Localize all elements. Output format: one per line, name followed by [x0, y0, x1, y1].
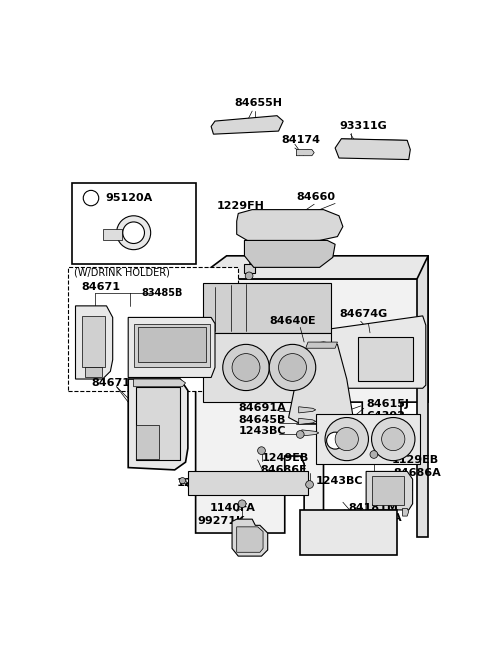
- Polygon shape: [188, 472, 308, 495]
- Polygon shape: [232, 519, 268, 556]
- Polygon shape: [366, 472, 413, 510]
- Text: 1220BC: 1220BC: [176, 478, 224, 488]
- Circle shape: [335, 428, 359, 451]
- Bar: [72, 182, 196, 264]
- Text: 83485B: 83485B: [142, 288, 183, 298]
- Polygon shape: [133, 379, 186, 387]
- Circle shape: [382, 428, 405, 451]
- Circle shape: [326, 432, 344, 449]
- Polygon shape: [204, 333, 331, 402]
- Polygon shape: [82, 316, 105, 367]
- Circle shape: [370, 451, 378, 459]
- Polygon shape: [237, 210, 343, 242]
- Circle shape: [123, 222, 144, 243]
- Text: a: a: [332, 436, 338, 445]
- Polygon shape: [136, 425, 159, 459]
- Polygon shape: [75, 306, 113, 379]
- Text: 1129EB: 1129EB: [392, 455, 439, 465]
- Text: 99271K: 99271K: [197, 516, 245, 525]
- Polygon shape: [133, 323, 210, 367]
- Circle shape: [325, 417, 369, 461]
- Text: 84660: 84660: [296, 192, 336, 201]
- Circle shape: [306, 481, 313, 488]
- Text: 84640E: 84640E: [269, 316, 316, 326]
- Text: 1243BC: 1243BC: [238, 426, 286, 436]
- Text: 84645B: 84645B: [238, 415, 286, 425]
- Polygon shape: [417, 256, 428, 537]
- Polygon shape: [306, 342, 337, 348]
- Text: 84671: 84671: [82, 281, 120, 292]
- Polygon shape: [136, 387, 180, 460]
- Circle shape: [258, 447, 265, 455]
- Text: 84181M: 84181M: [348, 503, 398, 514]
- Polygon shape: [237, 527, 263, 552]
- Text: 1243BC: 1243BC: [316, 476, 363, 487]
- Circle shape: [232, 354, 260, 381]
- Polygon shape: [372, 476, 404, 505]
- Bar: [300, 510, 397, 554]
- Polygon shape: [335, 139, 410, 159]
- Text: 84611A: 84611A: [355, 512, 402, 523]
- Circle shape: [238, 500, 246, 508]
- Circle shape: [278, 354, 306, 381]
- Text: 93311G: 93311G: [339, 121, 387, 131]
- Text: 95120A: 95120A: [105, 193, 152, 203]
- Polygon shape: [403, 508, 409, 516]
- Polygon shape: [299, 419, 316, 424]
- Polygon shape: [196, 256, 428, 279]
- Polygon shape: [296, 150, 314, 155]
- Polygon shape: [128, 318, 215, 377]
- Polygon shape: [128, 379, 188, 470]
- Polygon shape: [359, 337, 413, 380]
- Text: 84174: 84174: [281, 135, 320, 146]
- Circle shape: [269, 344, 316, 390]
- Polygon shape: [299, 407, 316, 413]
- Text: 84674G: 84674G: [339, 308, 387, 319]
- Polygon shape: [288, 342, 353, 424]
- Circle shape: [83, 190, 99, 206]
- Polygon shape: [316, 414, 420, 464]
- Text: 84615J: 84615J: [366, 399, 409, 409]
- Polygon shape: [244, 240, 335, 268]
- Polygon shape: [330, 316, 426, 388]
- Polygon shape: [137, 327, 206, 362]
- Polygon shape: [204, 283, 331, 333]
- Text: 84655H: 84655H: [234, 98, 282, 108]
- Circle shape: [223, 344, 269, 390]
- Circle shape: [395, 427, 407, 439]
- Text: (W/DRINK HOLDER): (W/DRINK HOLDER): [74, 268, 170, 277]
- Polygon shape: [244, 264, 254, 273]
- Polygon shape: [85, 367, 102, 377]
- Circle shape: [296, 430, 304, 438]
- Text: 64392: 64392: [366, 411, 405, 421]
- Text: 84686E: 84686E: [260, 465, 307, 475]
- Text: 84671: 84671: [91, 378, 130, 388]
- Circle shape: [180, 478, 186, 483]
- Text: 1229FH: 1229FH: [216, 201, 264, 211]
- Text: 1140FA: 1140FA: [210, 503, 255, 514]
- Circle shape: [372, 417, 415, 461]
- Text: a: a: [88, 193, 94, 203]
- Circle shape: [117, 216, 151, 250]
- Circle shape: [245, 272, 253, 279]
- Text: 1249EB: 1249EB: [262, 453, 309, 462]
- Text: 84686A: 84686A: [393, 468, 441, 478]
- Bar: [68, 268, 238, 390]
- Polygon shape: [196, 279, 428, 533]
- Text: 84691A: 84691A: [238, 403, 286, 413]
- Polygon shape: [103, 229, 122, 240]
- Polygon shape: [211, 115, 283, 134]
- Polygon shape: [302, 430, 319, 436]
